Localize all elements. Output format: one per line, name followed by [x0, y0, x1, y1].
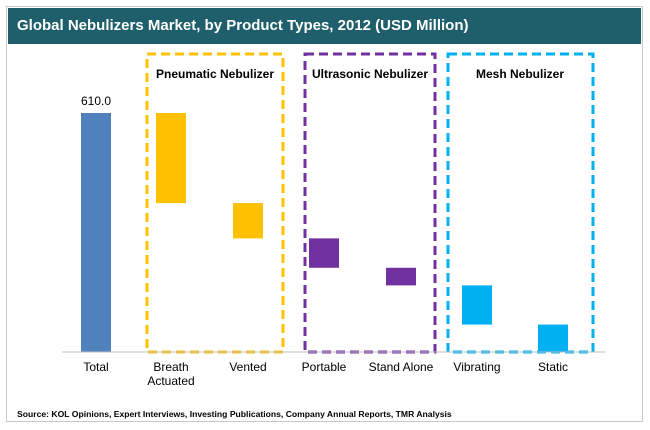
chart-title: Global Nebulizers Market, by Product Typ… — [17, 17, 469, 34]
title-bar: Global Nebulizers Market, by Product Typ… — [8, 8, 641, 44]
mesh-group-label: Mesh Nebulizer — [476, 67, 564, 81]
labels: 610.0 Total Breath Actuated Vented Portable St… — [81, 94, 568, 388]
bar-portable — [309, 238, 339, 268]
bar-total — [81, 113, 111, 352]
ultrasonic-group-label: Ultrasonic Nebulizer — [312, 67, 428, 81]
group-boxes: Pneumatic Nebulizer Ultrasonic Nebulizer M… — [145, 52, 595, 354]
pneumatic-group-box — [145, 52, 285, 354]
mesh-group-box — [446, 52, 595, 354]
tick-label-breath-actuated: Breath Actuated — [147, 360, 194, 388]
tick-label-vented: Vented — [229, 360, 266, 374]
tick-label-vibrating: Vibrating — [453, 360, 500, 374]
ultrasonic-group-box — [303, 52, 437, 354]
data-label-total: 610.0 — [81, 94, 111, 108]
source-note: Source: KOL Opinions, Expert Interviews,… — [17, 409, 452, 419]
tick-label-static: Static — [538, 360, 568, 374]
bar-vibrating — [462, 285, 492, 325]
bar-vented — [233, 203, 263, 239]
tick-label-total: Total — [83, 360, 108, 374]
pneumatic-group-label: Pneumatic Nebulizer — [156, 67, 274, 81]
tick-label-stand-alone: Stand Alone — [369, 360, 434, 374]
bar-static — [538, 324, 568, 352]
tick-label-portable: Portable — [302, 360, 347, 374]
bar-stand-alone — [386, 267, 416, 286]
bar-breath-actuated — [156, 113, 186, 204]
bars — [81, 113, 568, 352]
